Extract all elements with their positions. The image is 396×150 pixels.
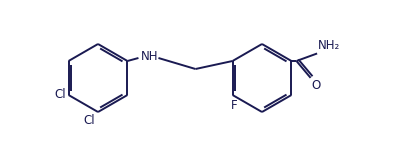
- Text: NH: NH: [141, 51, 158, 63]
- Text: Cl: Cl: [84, 114, 95, 127]
- Text: Cl: Cl: [54, 87, 66, 100]
- Text: NH₂: NH₂: [318, 39, 341, 52]
- Text: F: F: [231, 99, 238, 112]
- Text: O: O: [312, 79, 321, 92]
